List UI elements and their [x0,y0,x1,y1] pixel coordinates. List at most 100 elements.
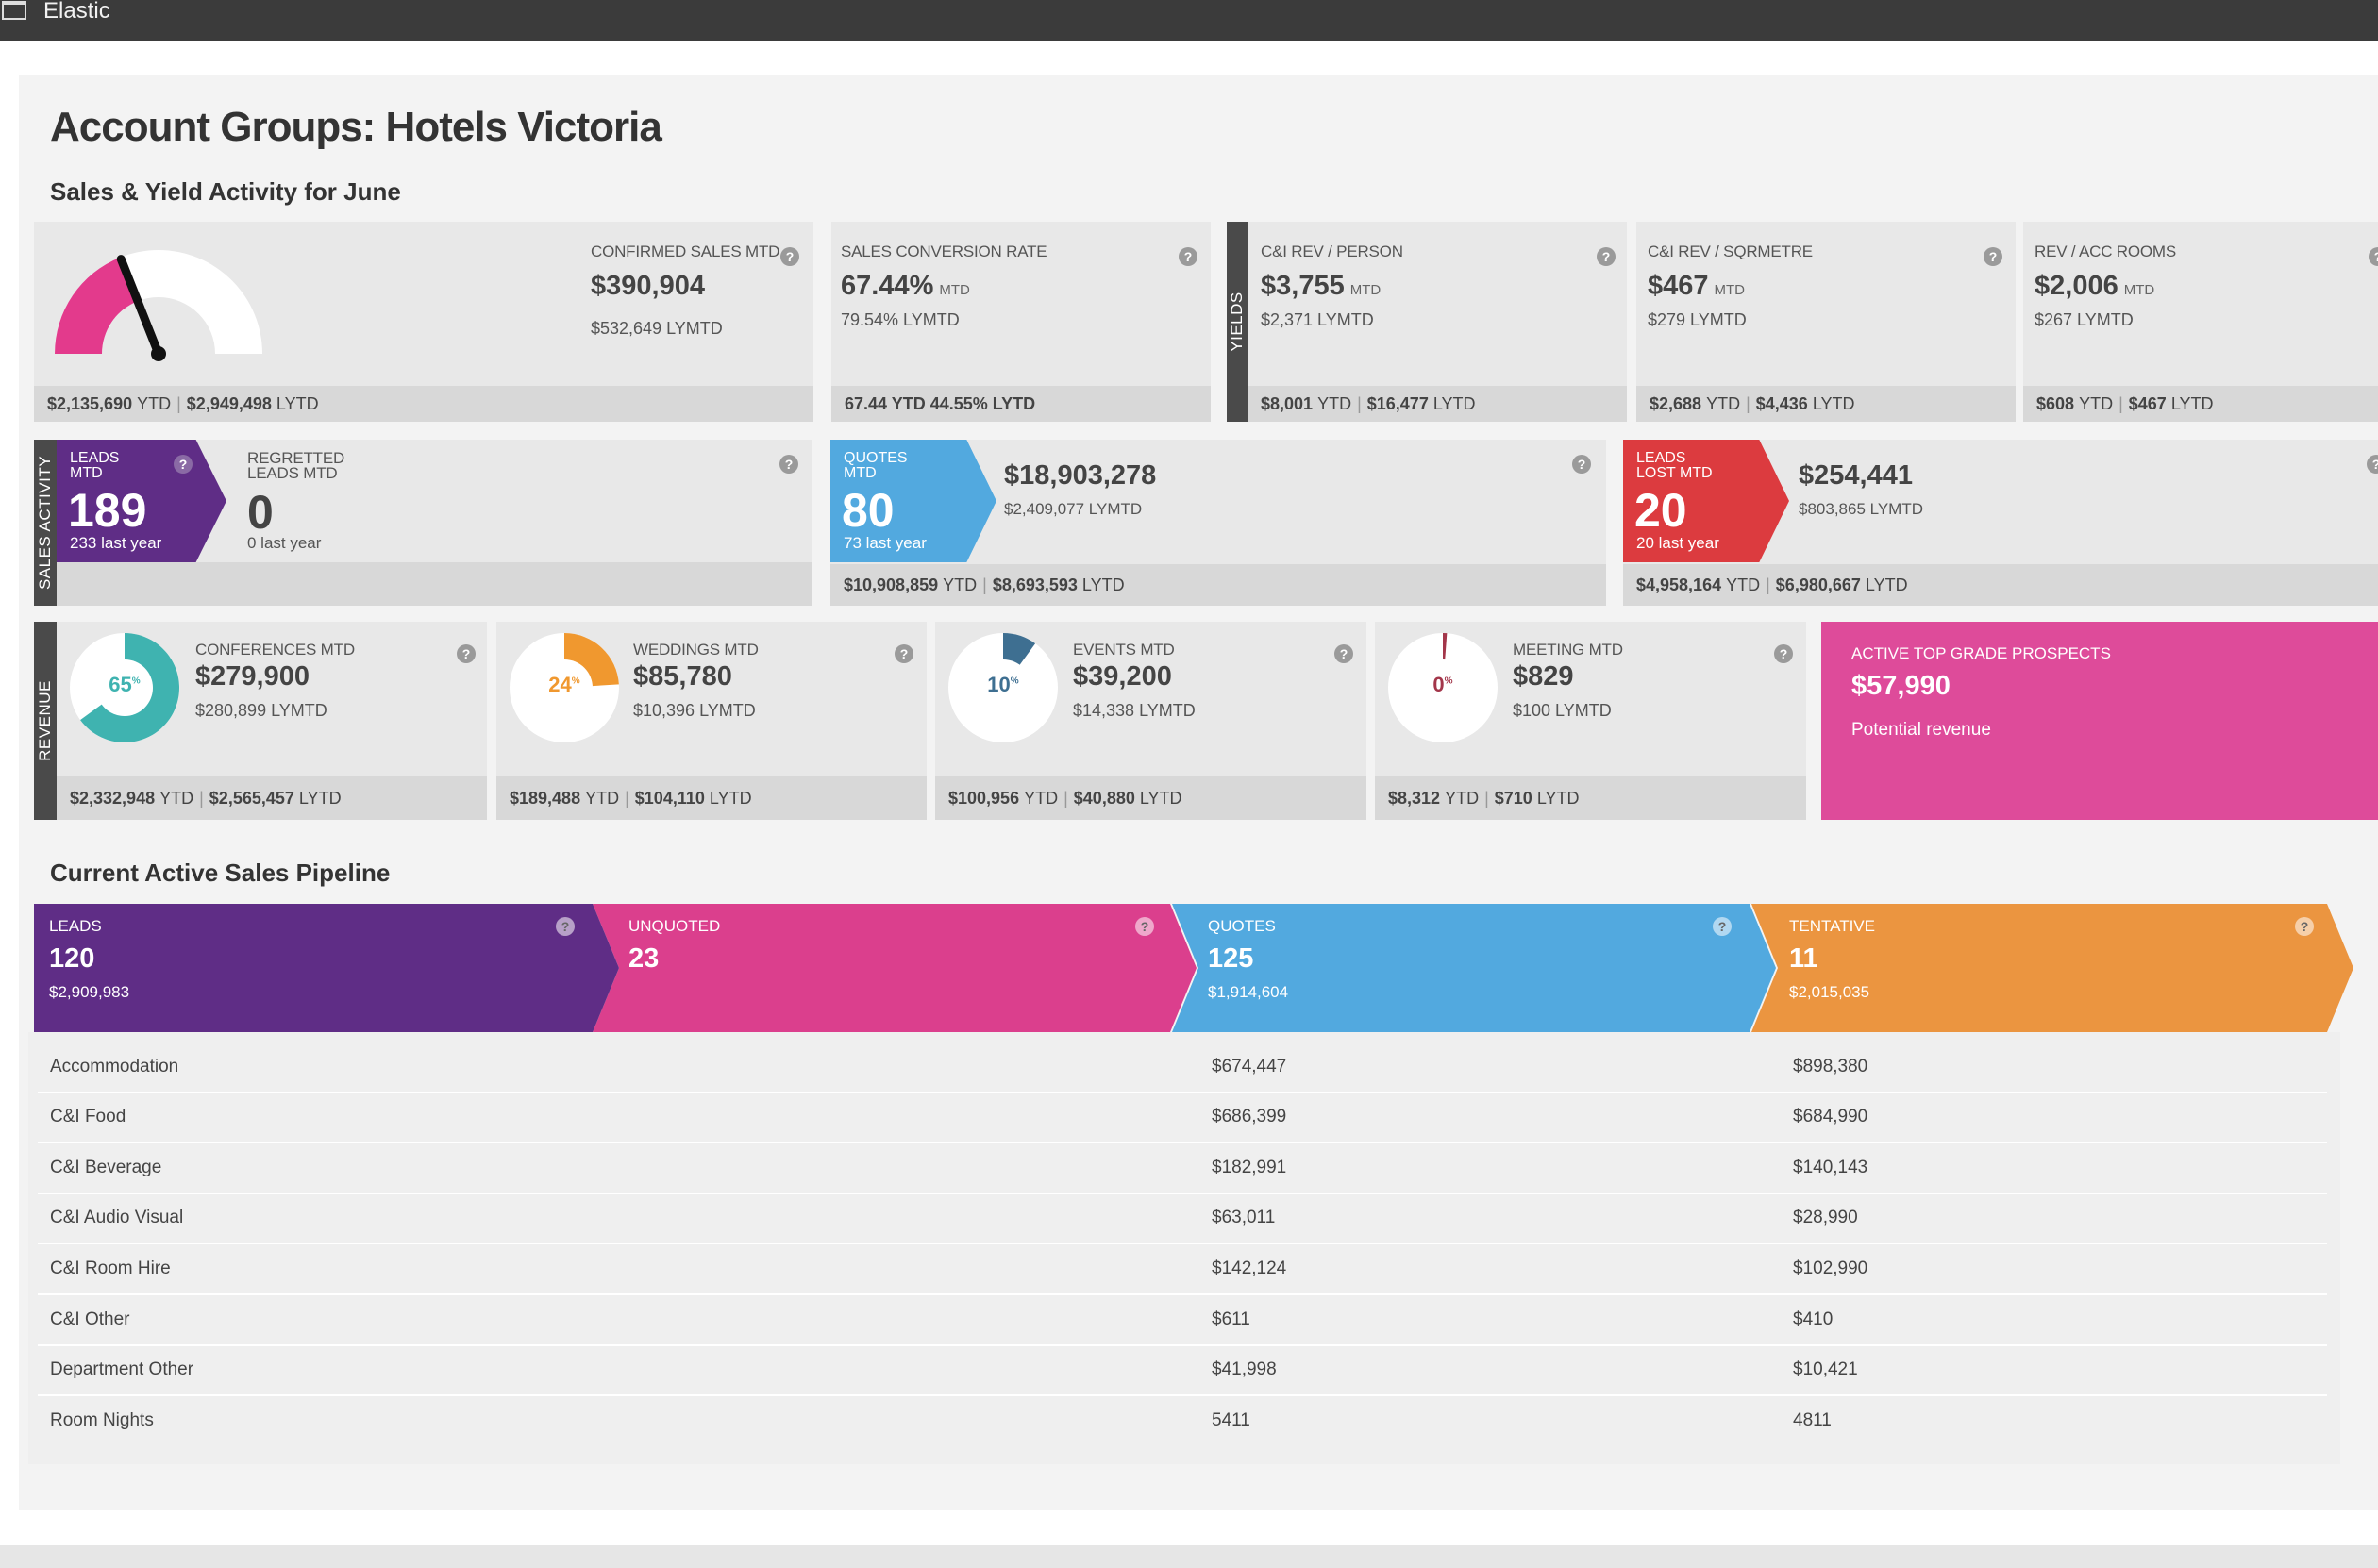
table-row: Room Nights 5411 4811 [38,1397,2327,1447]
help-icon[interactable]: ? [1984,247,2002,266]
pipeline-stage-tentative[interactable]: TENTATIVE 11 $2,015,035 ? [1751,904,2353,1032]
leads-lost-last-year: 20 last year [1636,534,1719,552]
leads-footer [57,562,812,606]
help-icon[interactable]: ? [2369,247,2378,266]
help-icon[interactable]: ? [779,455,798,474]
gauge-chart [55,250,262,361]
gauge-needle-hub [151,346,166,361]
conversion-rate-label: SALES CONVERSION RATE [841,242,1047,260]
meeting-card[interactable]: 0% MEETING MTD ? $829 $100 LYMTD $8,312 … [1375,622,1806,820]
leads-lost-label: LEADS LOST MTD [1636,450,1713,481]
conferences-card[interactable]: 65% CONFERENCES MTD ? $279,900 $280,899 … [57,622,487,820]
table-row: C&I Other $611 $410 [38,1296,2327,1346]
help-icon[interactable]: ? [1572,455,1591,474]
page-title: Account Groups: Hotels Victoria [50,104,662,150]
events-card[interactable]: 10% EVENTS MTD ? $39,200 $14,338 LYMTD $… [935,622,1366,820]
conferences-label: CONFERENCES MTD [195,641,355,659]
quotes-card[interactable]: QUOTES MTD 80 73 last year $18,903,278 $… [830,440,1606,606]
row-name: Department Other [50,1359,194,1379]
yields-strip: YIELDS [1227,222,1248,422]
regretted-leads-value: 0 [247,486,274,539]
ci-rev-person-value: $3,755 MTD [1261,271,1382,301]
help-icon[interactable]: ? [780,247,799,266]
leads-lost-value: 20 [1634,484,1687,537]
pipeline-stage-count: 11 [1789,943,1818,974]
bottom-strip [0,1545,2378,1568]
row-tentative-value: $28,990 [1793,1208,1858,1227]
gauge-needle [116,255,163,359]
pipeline-stage-quotes[interactable]: QUOTES 125 $1,914,604 ? [1172,904,1776,1032]
conversion-rate-card[interactable]: SALES CONVERSION RATE ? 67.44% MTD 79.54%… [831,222,1211,422]
weddings-donut: 24% [508,631,621,744]
help-icon[interactable]: ? [1713,917,1732,936]
quotes-footer: $10,908,859 YTD | $8,693,593 LYTD [830,564,1606,606]
top-grade-prospects-card[interactable]: ACTIVE TOP GRADE PROSPECTS $57,990 Poten… [1821,622,2378,820]
window-icon [2,1,26,20]
weddings-card[interactable]: 24% WEDDINGS MTD ? $85,780 $10,396 LYMTD… [496,622,927,820]
row-quotes-value: $41,998 [1212,1359,1277,1379]
row-tentative-value: $410 [1793,1309,1834,1329]
confirmed-sales-label: CONFIRMED SALES MTD [591,242,780,260]
events-value: $39,200 [1073,661,1172,692]
ci-rev-sqm-card[interactable]: C&I REV / SQRMETRE ? $467 MTD $279 LYMTD … [1636,222,2016,422]
pipeline-stage-label: TENTATIVE [1789,917,1875,935]
rev-acc-rooms-value: $2,006 MTD [2035,271,2155,301]
help-icon[interactable]: ? [2295,917,2314,936]
help-icon[interactable]: ? [1334,644,1353,663]
quotes-last-year: 73 last year [844,534,927,552]
pipeline-stage-count: 23 [628,943,660,974]
row-name: C&I Food [50,1107,126,1126]
help-icon[interactable]: ? [556,917,575,936]
events-label: EVENTS MTD [1073,641,1175,659]
weddings-footer: $189,488 YTD | $104,110 LYTD [496,776,927,820]
ci-rev-sqm-lymtd: $279 LYMTD [1648,310,1747,329]
prospects-label: ACTIVE TOP GRADE PROSPECTS [1851,644,2111,662]
ci-rev-person-label: C&I REV / PERSON [1261,242,1403,260]
leads-lost-card[interactable]: LEADS LOST MTD 20 20 last year $254,441 … [1623,440,2378,606]
events-lymtd: $14,338 LYMTD [1073,701,1196,720]
row-name: C&I Other [50,1309,130,1329]
row-name: Accommodation [50,1057,179,1076]
meeting-donut: 0% [1386,631,1499,744]
pipeline-stage-unquoted[interactable]: UNQUOTED 23 ? [593,904,1197,1032]
table-row: Department Other $41,998 $10,421 [38,1346,2327,1396]
help-icon[interactable]: ? [457,644,476,663]
confirmed-sales-lymtd: $532,649 LYMTD [591,319,723,338]
confirmed-sales-card[interactable]: CONFIRMED SALES MTD ? $390,904 $532,649 … [34,222,813,422]
pipeline-stage-leads[interactable]: LEADS 120 $2,909,983 ? [34,904,619,1032]
leads-lost-footer: $4,958,164 YTD | $6,980,667 LYTD [1623,564,2378,606]
section-title-sales-yield: Sales & Yield Activity for June [50,177,401,206]
pipeline-stage-count: 120 [49,943,95,974]
help-icon[interactable]: ? [1179,247,1197,266]
help-icon[interactable]: ? [1135,917,1154,936]
regretted-leads-last-year: 0 last year [247,534,322,552]
sales-activity-strip: SALES ACTIVITY [34,440,57,606]
confirmed-sales-value: $390,904 [591,271,705,301]
pipeline-stage-count: 125 [1208,943,1254,974]
ci-rev-person-card[interactable]: C&I REV / PERSON ? $3,755 MTD $2,371 LYMT… [1248,222,1627,422]
weddings-pct: 24% [548,673,580,696]
row-tentative-value: $898,380 [1793,1057,1868,1076]
help-icon[interactable]: ? [174,455,193,474]
help-icon[interactable]: ? [1774,644,1793,663]
pipeline-stage-amount: $2,909,983 [49,983,130,1001]
rev-acc-rooms-lymtd: $267 LYMTD [2035,310,2134,329]
row-tentative-value: $684,990 [1793,1107,1868,1126]
help-icon[interactable]: ? [2367,455,2378,474]
table-row: Accommodation $674,447 $898,380 [38,1043,2327,1093]
conversion-rate-footer: 67.44 YTD 44.55% LYTD [831,386,1211,422]
leads-card[interactable]: LEADS MTD 189 233 last year ? REGRETTED … [57,440,812,606]
row-quotes-value: $611 [1212,1309,1250,1329]
pipeline-breakdown-table: Accommodation $674,447 $898,380 C&I Food… [28,1032,2340,1464]
help-icon[interactable]: ? [895,644,913,663]
quotes-value: 80 [842,484,895,537]
regretted-leads-label: REGRETTED LEADS MTD [247,449,345,482]
leads-lost-amount: $254,441 [1799,460,1913,491]
revenue-strip: REVENUE [34,622,57,820]
help-icon[interactable]: ? [1597,247,1616,266]
row-quotes-value: $63,011 [1212,1208,1276,1227]
leads-flag: LEADS MTD 189 233 last year [57,440,226,562]
conversion-rate-lymtd: 79.54% LYMTD [841,310,960,329]
row-tentative-value: 4811 [1793,1410,1832,1430]
